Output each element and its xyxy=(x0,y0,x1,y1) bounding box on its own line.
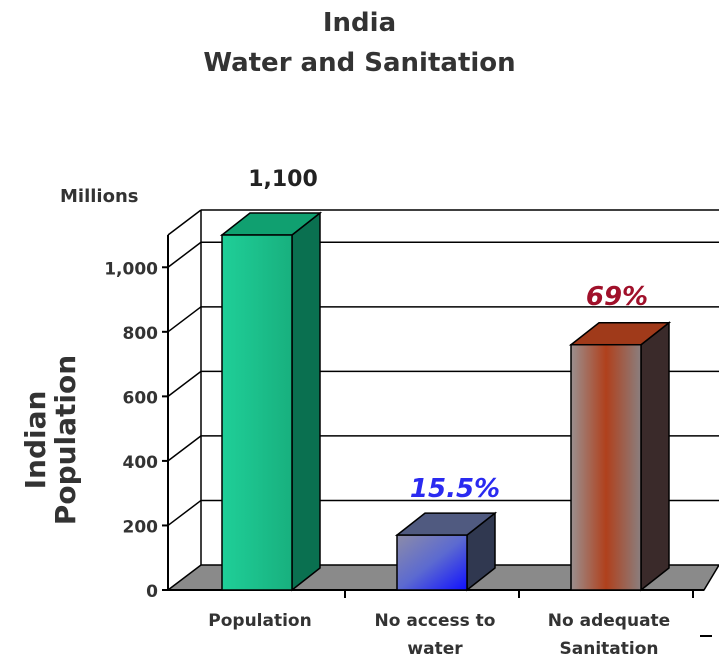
x-tick-label: No adequate xyxy=(548,611,670,631)
bar-side xyxy=(640,321,670,592)
y-tick-label: 1,000 xyxy=(104,259,158,279)
gridline-side xyxy=(167,241,202,268)
y-tick-label: 400 xyxy=(123,453,159,473)
bar-side xyxy=(291,211,321,592)
gridline-side xyxy=(167,370,202,397)
bar xyxy=(221,234,293,591)
y-tick-label: 600 xyxy=(123,388,159,408)
y-axis-title-line: Indian xyxy=(19,391,52,490)
unit-label: Millions xyxy=(60,186,139,207)
x-tick-label: water xyxy=(407,639,463,659)
chart-title-line-2: Water and Sanitation xyxy=(203,48,516,78)
y-axis-title-line: Population xyxy=(49,355,82,525)
y-tick-label: 0 xyxy=(146,582,158,602)
data-label: 15.5% xyxy=(410,474,500,504)
gridline-side xyxy=(167,499,202,527)
gridline-side xyxy=(167,306,202,333)
x-tick-label: Population xyxy=(208,611,311,631)
x-tick-label: No access to xyxy=(375,611,496,631)
data-label: 69% xyxy=(586,282,648,312)
gridline-side xyxy=(167,435,202,462)
bar xyxy=(396,534,468,591)
y-tick-label: 200 xyxy=(123,517,159,537)
chart-title-line-1: India xyxy=(322,8,397,38)
data-label: 1,100 xyxy=(248,167,318,192)
x-tick-label: Sanitation xyxy=(560,639,659,659)
y-tick-label: 800 xyxy=(123,324,159,344)
y-axis-top-connector xyxy=(167,209,202,236)
bar xyxy=(570,343,642,591)
